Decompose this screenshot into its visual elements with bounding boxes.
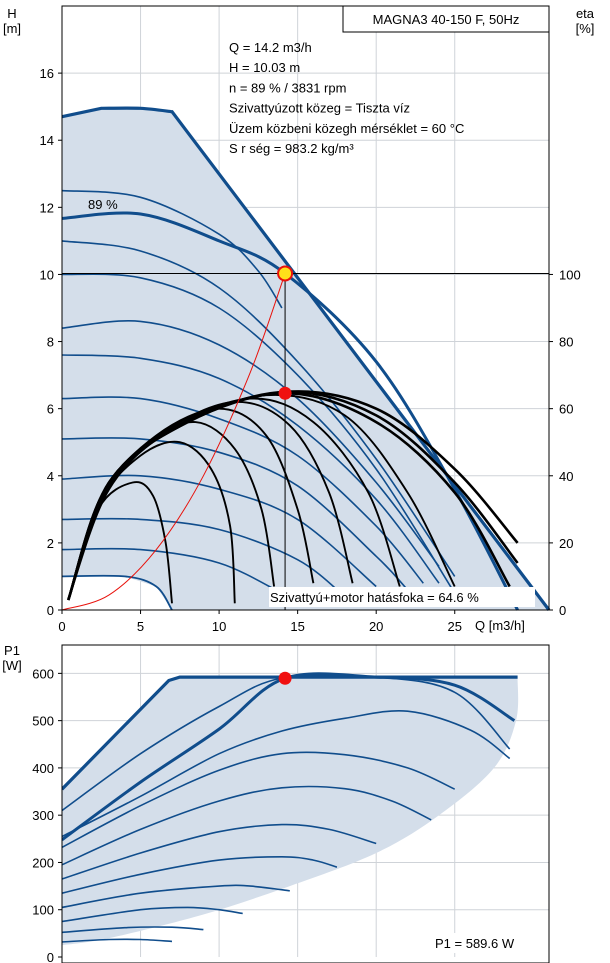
power-curve	[62, 751, 456, 849]
speed-curve	[61, 396, 424, 584]
power-y-tick-label: 100	[32, 903, 54, 918]
p1-axis-unit: [W]	[2, 658, 22, 673]
power-y-tick-label: 0	[47, 950, 54, 963]
hq-plot: 0 5 10 15 20 25 0 2 4 6 8 10 12 14 16 0 20 40 60 80 100 MAGNA…	[40, 5, 581, 634]
power-curve	[62, 938, 173, 943]
eta-tick-label: 40	[559, 469, 573, 484]
speed-curve	[61, 189, 283, 309]
max-power-curve	[62, 675, 518, 791]
y-tick-label: 10	[40, 267, 54, 282]
speed-curve	[61, 273, 456, 594]
max-speed-curve	[61, 106, 551, 611]
efficiency-curve	[67, 440, 236, 604]
y-tick-label: 14	[40, 133, 54, 148]
y-tick-label: 6	[47, 402, 54, 417]
h-axis-label: H	[7, 6, 16, 21]
power-y-tick-label: 400	[32, 761, 54, 776]
efficiency-curve	[67, 481, 173, 604]
power-point-marker	[278, 671, 292, 685]
eta-tick-label: 60	[559, 402, 573, 417]
power-label: P1 = 589.6 W	[435, 936, 515, 951]
y-tick-label: 4	[47, 469, 54, 484]
power-label-bg	[431, 933, 543, 953]
operating-region	[62, 108, 549, 611]
power-operating-region	[62, 677, 519, 946]
power-curve	[62, 926, 204, 934]
power-y-tick-label: 500	[32, 714, 54, 729]
info-line: Üzem közbeni közegh mérséklet = 60 °C	[229, 121, 464, 136]
x-tick-label: 20	[369, 619, 383, 634]
x-tick-label: 15	[290, 619, 304, 634]
x-tick-label: 5	[137, 619, 144, 634]
power-y-tick-label: 300	[32, 808, 54, 823]
efficiency-point-marker	[278, 386, 292, 400]
p1-axis-label: P1	[4, 643, 20, 658]
efficiency-box-bg	[269, 587, 535, 607]
y-tick-label: 12	[40, 200, 54, 215]
y-tick-label: 0	[47, 603, 54, 618]
info-line: Q = 14.2 m3/h	[229, 40, 312, 55]
power-curve	[62, 855, 338, 894]
eta-tick-label: 80	[559, 335, 573, 350]
speed-curve	[61, 354, 440, 584]
power-plot-frame	[61, 644, 550, 963]
y-tick-label: 8	[47, 335, 54, 350]
power-y-tick-label: 200	[32, 855, 54, 870]
min-speed-curve	[61, 574, 173, 611]
info-line: S r ség = 983.2 kg/m³	[229, 141, 354, 156]
power-curve	[62, 884, 290, 909]
info-line: n = 89 % / 3831 rpm	[229, 80, 346, 95]
x-tick-label: 0	[58, 619, 65, 634]
power-curve	[62, 823, 377, 880]
eta-axis-unit: [%]	[576, 21, 595, 36]
speed-curve	[61, 474, 377, 588]
speed-label: 89 %	[88, 197, 118, 212]
power-plot	[62, 645, 549, 957]
speed-curve	[61, 240, 456, 577]
power-y-tick-label: 600	[32, 666, 54, 681]
system-curve	[61, 273, 286, 611]
x-tick-label: 25	[448, 619, 462, 634]
eta-axis-label: eta	[576, 6, 595, 21]
h-axis-unit: [m]	[3, 21, 21, 36]
y-tick-label: 2	[47, 536, 54, 551]
info-line: H = 10.03 m	[229, 60, 300, 75]
efficiency-curve	[67, 421, 276, 601]
power-curve	[62, 785, 432, 866]
eta-tick-label: 20	[559, 536, 573, 551]
efficiency-box: Szivattyú+motor hatásfoka = 64.6 %	[269, 587, 535, 607]
duty-point-marker	[277, 265, 294, 282]
hq-plot-frame	[61, 5, 550, 611]
power-curve	[62, 709, 511, 838]
power-label-box: P1 = 589.6 W	[431, 933, 543, 953]
title-box-frame	[342, 5, 550, 33]
eta-tick-label: 100	[559, 267, 581, 282]
speed-curve	[61, 320, 440, 567]
title-box: MAGNA3 40-150 F, 50Hz	[342, 5, 550, 33]
power-curve	[62, 906, 243, 923]
speed-curve	[61, 437, 409, 591]
chart-title: MAGNA3 40-150 F, 50Hz	[373, 12, 520, 27]
y-tick-label: 16	[40, 66, 54, 81]
q-axis-label: Q [m3/h]	[475, 618, 525, 633]
efficiency-label: Szivattyú+motor hatásfoka = 64.6 %	[270, 590, 479, 605]
speed-curve	[61, 547, 283, 594]
eta-tick-label: 0	[559, 603, 566, 618]
x-tick-label: 10	[212, 619, 226, 634]
info-line: Szivattyúzott közeg = Tiszta víz	[229, 101, 410, 116]
